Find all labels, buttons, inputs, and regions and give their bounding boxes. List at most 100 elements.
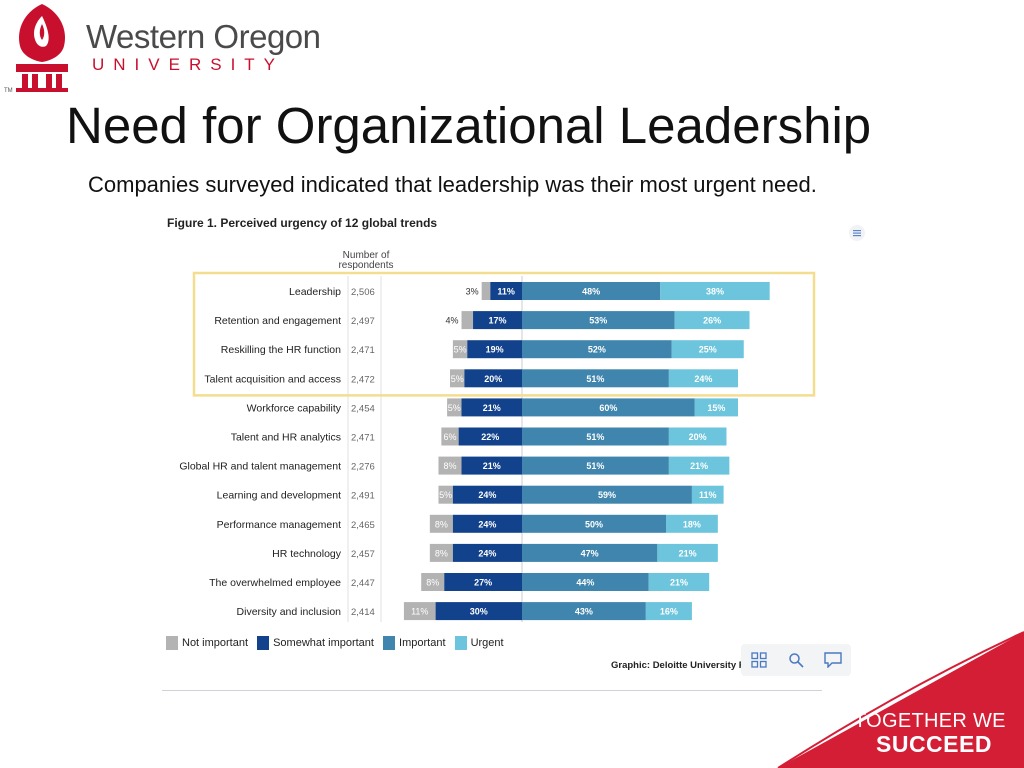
bar-not-important bbox=[429, 543, 453, 562]
label-somewhat-important: 27% bbox=[474, 578, 492, 588]
bar-urgent bbox=[657, 543, 718, 562]
legend-item-urgent: Urgent bbox=[454, 636, 504, 650]
label-somewhat-important: 21% bbox=[483, 403, 501, 413]
divider-line bbox=[162, 690, 822, 691]
label-important: 53% bbox=[589, 316, 607, 326]
bar-important bbox=[522, 543, 658, 562]
label-urgent: 21% bbox=[690, 461, 708, 471]
bar-not-important bbox=[461, 311, 474, 330]
respondents-count: 2,506 bbox=[351, 287, 375, 298]
bar-somewhat-important bbox=[452, 543, 522, 562]
bar-important bbox=[522, 456, 669, 475]
respondents-count: 2,491 bbox=[351, 491, 375, 502]
bar-important bbox=[522, 311, 675, 330]
bar-somewhat-important bbox=[444, 573, 522, 591]
bar-somewhat-important bbox=[461, 398, 522, 417]
bar-important bbox=[522, 369, 669, 388]
label-important: 51% bbox=[586, 374, 604, 384]
bar-not-important bbox=[447, 398, 462, 417]
label-somewhat-important: 11% bbox=[497, 287, 515, 297]
category-label: Performance management bbox=[217, 519, 341, 531]
label-urgent: 21% bbox=[670, 578, 688, 588]
bar-not-important bbox=[421, 573, 445, 591]
label-somewhat-important: 21% bbox=[483, 461, 501, 471]
slide-subtitle: Companies surveyed indicated that leader… bbox=[88, 172, 817, 197]
label-important: 51% bbox=[586, 461, 604, 471]
legend-item-somewhat-important: Somewhat important bbox=[257, 636, 374, 650]
comment-button[interactable] bbox=[822, 649, 844, 671]
label-important: 43% bbox=[575, 607, 593, 617]
label-urgent: 15% bbox=[707, 403, 725, 413]
bar-urgent bbox=[645, 602, 692, 621]
bar-important bbox=[522, 514, 666, 533]
category-label: Talent acquisition and access bbox=[204, 373, 341, 385]
respondents-count: 2,454 bbox=[351, 403, 375, 414]
legend-item-important: Important bbox=[383, 636, 446, 650]
bar-important bbox=[522, 602, 646, 621]
grid-view-button[interactable] bbox=[748, 649, 770, 671]
slide-title: Need for Organizational Leadership bbox=[66, 97, 872, 154]
respondents-count: 2,276 bbox=[351, 462, 375, 473]
search-button[interactable] bbox=[785, 649, 807, 671]
category-label: Learning and development bbox=[217, 490, 341, 502]
label-not-important: 6% bbox=[443, 432, 456, 442]
bar-not-important bbox=[452, 340, 468, 359]
label-not-important: 5% bbox=[448, 403, 461, 413]
respondents-count: 2,447 bbox=[351, 578, 375, 589]
respondents-count: 2,471 bbox=[351, 345, 375, 356]
bar-not-important bbox=[438, 456, 462, 475]
bar-urgent bbox=[668, 427, 727, 446]
bar-urgent bbox=[671, 340, 744, 359]
category-label: The overwhelmed employee bbox=[209, 577, 341, 589]
label-somewhat-important: 17% bbox=[489, 316, 507, 326]
bar-not-important bbox=[438, 485, 453, 504]
label-somewhat-important: 30% bbox=[470, 607, 488, 617]
label-urgent: 24% bbox=[694, 374, 712, 384]
category-label: Reskilling the HR function bbox=[221, 344, 341, 356]
label-not-important: 8% bbox=[435, 548, 448, 558]
label-not-important: 8% bbox=[426, 578, 439, 588]
label-not-important: 5% bbox=[451, 374, 464, 384]
bar-not-important bbox=[441, 427, 459, 446]
respondents-count: 2,457 bbox=[351, 549, 375, 560]
category-label: Diversity and inclusion bbox=[237, 606, 342, 618]
tagline-line-1: TOGETHER WE bbox=[854, 710, 1006, 732]
bar-important bbox=[522, 282, 661, 300]
label-important: 47% bbox=[581, 548, 599, 558]
bar-urgent bbox=[668, 369, 738, 388]
highlight-box bbox=[192, 271, 816, 397]
bar-not-important bbox=[450, 369, 465, 388]
bar-urgent bbox=[648, 573, 710, 591]
tagline-line-2: SUCCEED bbox=[876, 731, 992, 757]
category-label: HR technology bbox=[272, 548, 342, 560]
label-somewhat-important: 24% bbox=[478, 548, 496, 558]
hamburger-menu-icon bbox=[853, 230, 861, 237]
bar-somewhat-important bbox=[458, 427, 522, 446]
bar-somewhat-important bbox=[461, 456, 522, 475]
label-important: 51% bbox=[586, 432, 604, 442]
respondents-header: respondents bbox=[338, 260, 393, 271]
label-somewhat-important: 19% bbox=[486, 345, 504, 355]
chart-legend: Not important Somewhat important Importa… bbox=[166, 636, 510, 653]
label-not-important: 5% bbox=[454, 345, 467, 355]
chart-menu-button[interactable] bbox=[849, 225, 865, 241]
respondents-count: 2,472 bbox=[351, 374, 375, 385]
figure-title: Figure 1. Perceived urgency of 12 global… bbox=[167, 216, 438, 230]
bar-important bbox=[522, 573, 649, 591]
bar-somewhat-important bbox=[473, 311, 522, 330]
svg-text:TM: TM bbox=[4, 88, 13, 94]
bar-urgent bbox=[668, 456, 730, 475]
label-somewhat-important: 20% bbox=[484, 374, 502, 384]
category-label: Talent and HR analytics bbox=[231, 432, 341, 444]
bar-urgent bbox=[694, 398, 738, 417]
bar-important bbox=[522, 427, 669, 446]
bar-somewhat-important bbox=[452, 485, 522, 504]
bar-somewhat-important bbox=[464, 369, 522, 388]
comment-icon bbox=[823, 652, 842, 668]
label-somewhat-important: 24% bbox=[478, 519, 496, 529]
respondents-count: 2,471 bbox=[351, 433, 375, 444]
label-not-important: 8% bbox=[443, 461, 456, 471]
bar-somewhat-important bbox=[435, 602, 522, 621]
label-not-important: 5% bbox=[439, 490, 452, 500]
